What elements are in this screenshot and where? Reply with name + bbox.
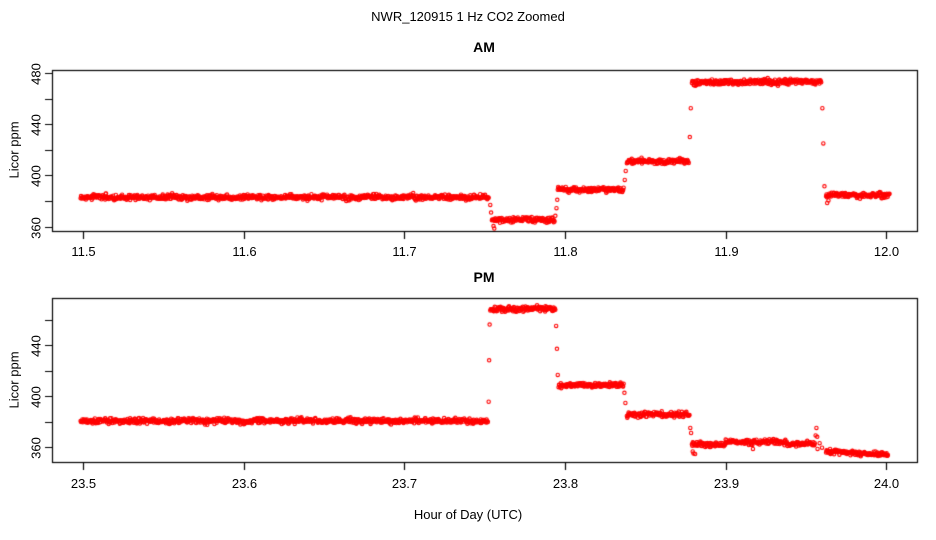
- pm-y-axis-label-text: Licor ppm: [6, 351, 22, 409]
- pm-x-tick-label: 23.8: [552, 476, 579, 491]
- tick-text: 480: [28, 62, 44, 85]
- am-x-tick-label: 11.5: [71, 244, 96, 259]
- tick-text: 360: [28, 216, 44, 239]
- am-x-tick-label: 12.0: [873, 244, 900, 259]
- pm-x-tick-label: 23.6: [231, 476, 258, 491]
- pm-panel-title: PM: [473, 269, 495, 285]
- am-x-tick-label: 11.7: [392, 244, 417, 259]
- tick-text: 360: [28, 436, 44, 459]
- figure-title: NWR_120915 1 Hz CO2 Zoomed: [371, 9, 565, 24]
- am-x-tick-label: 11.6: [232, 244, 257, 259]
- am-x-tick-label: 11.9: [714, 244, 739, 259]
- pm-x-tick-label: 23.9: [713, 476, 740, 491]
- pm-x-tick-label: 24.0: [873, 476, 900, 491]
- x-axis-label: Hour of Day (UTC): [413, 507, 523, 522]
- tick-text: 440: [28, 334, 44, 357]
- tick-text: 440: [28, 113, 44, 136]
- pm-x-tick-label: 23.5: [70, 476, 97, 491]
- am-y-axis-label-text: Licor ppm: [6, 121, 22, 179]
- am-x-tick-label: 11.8: [553, 244, 578, 259]
- pm-x-tick-label: 23.7: [391, 476, 418, 491]
- am-panel-title: AM: [473, 39, 495, 55]
- tick-text: 400: [28, 385, 44, 408]
- tick-text: 400: [28, 164, 44, 187]
